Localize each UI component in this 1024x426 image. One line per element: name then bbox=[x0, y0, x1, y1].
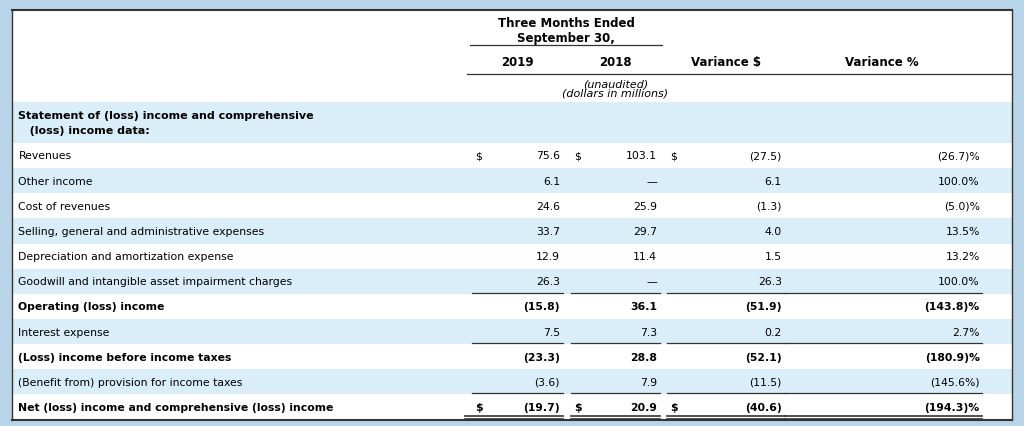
Text: 24.6: 24.6 bbox=[536, 201, 560, 211]
Text: 103.1: 103.1 bbox=[626, 151, 657, 161]
Polygon shape bbox=[12, 103, 1012, 144]
Text: 0.2: 0.2 bbox=[765, 327, 782, 337]
Text: $: $ bbox=[475, 151, 482, 161]
Text: (51.9): (51.9) bbox=[745, 302, 782, 312]
Text: 13.2%: 13.2% bbox=[945, 251, 980, 262]
Text: 4.0: 4.0 bbox=[765, 226, 782, 236]
Text: (19.7): (19.7) bbox=[523, 402, 560, 412]
Text: Other income: Other income bbox=[18, 176, 93, 186]
Polygon shape bbox=[12, 11, 1012, 103]
Text: (Loss) income before income taxes: (Loss) income before income taxes bbox=[18, 352, 231, 362]
Text: 26.3: 26.3 bbox=[536, 276, 560, 287]
Text: (loss) income data:: (loss) income data: bbox=[18, 126, 151, 135]
Polygon shape bbox=[12, 294, 1012, 319]
Polygon shape bbox=[12, 369, 1012, 394]
Text: (27.5): (27.5) bbox=[750, 151, 782, 161]
Polygon shape bbox=[12, 244, 1012, 269]
Text: Revenues: Revenues bbox=[18, 151, 72, 161]
Text: 100.0%: 100.0% bbox=[938, 276, 980, 287]
Text: 7.3: 7.3 bbox=[640, 327, 657, 337]
Text: Statement of (loss) income and comprehensive: Statement of (loss) income and comprehen… bbox=[18, 111, 314, 121]
Polygon shape bbox=[12, 219, 1012, 244]
Text: Three Months Ended: Three Months Ended bbox=[498, 17, 635, 30]
Text: Depreciation and amortization expense: Depreciation and amortization expense bbox=[18, 251, 233, 262]
Text: $: $ bbox=[475, 402, 482, 412]
Text: 11.4: 11.4 bbox=[633, 251, 657, 262]
Text: $: $ bbox=[574, 402, 582, 412]
Text: $: $ bbox=[670, 151, 677, 161]
Polygon shape bbox=[12, 319, 1012, 344]
Text: (194.3)%: (194.3)% bbox=[925, 402, 980, 412]
Text: Cost of revenues: Cost of revenues bbox=[18, 201, 111, 211]
Polygon shape bbox=[12, 269, 1012, 294]
Text: Net (loss) income and comprehensive (loss) income: Net (loss) income and comprehensive (los… bbox=[18, 402, 334, 412]
Text: 13.5%: 13.5% bbox=[945, 226, 980, 236]
Text: 25.9: 25.9 bbox=[633, 201, 657, 211]
Text: Selling, general and administrative expenses: Selling, general and administrative expe… bbox=[18, 226, 264, 236]
Polygon shape bbox=[12, 11, 1012, 420]
Text: 6.1: 6.1 bbox=[543, 176, 560, 186]
Text: 7.9: 7.9 bbox=[640, 377, 657, 387]
Polygon shape bbox=[12, 194, 1012, 219]
Text: 100.0%: 100.0% bbox=[938, 176, 980, 186]
Polygon shape bbox=[12, 344, 1012, 369]
Text: 6.1: 6.1 bbox=[765, 176, 782, 186]
Polygon shape bbox=[12, 144, 1012, 169]
Text: September 30,: September 30, bbox=[517, 32, 614, 45]
Text: —: — bbox=[646, 176, 657, 186]
Text: 7.5: 7.5 bbox=[543, 327, 560, 337]
Text: 12.9: 12.9 bbox=[536, 251, 560, 262]
Text: (Benefit from) provision for income taxes: (Benefit from) provision for income taxe… bbox=[18, 377, 243, 387]
Text: 20.9: 20.9 bbox=[630, 402, 657, 412]
Text: Interest expense: Interest expense bbox=[18, 327, 110, 337]
Text: 1.5: 1.5 bbox=[765, 251, 782, 262]
Text: 29.7: 29.7 bbox=[633, 226, 657, 236]
Text: 2.7%: 2.7% bbox=[952, 327, 980, 337]
Text: 33.7: 33.7 bbox=[536, 226, 560, 236]
Text: (26.7)%: (26.7)% bbox=[937, 151, 980, 161]
Text: (1.3): (1.3) bbox=[757, 201, 782, 211]
Text: (52.1): (52.1) bbox=[745, 352, 782, 362]
Text: $: $ bbox=[670, 402, 678, 412]
Text: (3.6): (3.6) bbox=[535, 377, 560, 387]
Text: Goodwill and intangible asset impairment charges: Goodwill and intangible asset impairment… bbox=[18, 276, 293, 287]
Text: (15.8): (15.8) bbox=[523, 302, 560, 312]
Text: 28.8: 28.8 bbox=[630, 352, 657, 362]
Polygon shape bbox=[12, 169, 1012, 194]
Text: Variance %: Variance % bbox=[845, 56, 919, 69]
Text: (11.5): (11.5) bbox=[750, 377, 782, 387]
Text: 36.1: 36.1 bbox=[630, 302, 657, 312]
Text: (180.9)%: (180.9)% bbox=[925, 352, 980, 362]
Text: 75.6: 75.6 bbox=[536, 151, 560, 161]
Text: (145.6%): (145.6%) bbox=[930, 377, 980, 387]
Text: (unaudited): (unaudited) bbox=[583, 79, 648, 89]
Polygon shape bbox=[12, 394, 1012, 420]
Text: $: $ bbox=[574, 151, 581, 161]
Text: Operating (loss) income: Operating (loss) income bbox=[18, 302, 165, 312]
Text: —: — bbox=[646, 276, 657, 287]
Text: (143.8)%: (143.8)% bbox=[925, 302, 980, 312]
Text: 2019: 2019 bbox=[501, 56, 534, 69]
Text: (23.3): (23.3) bbox=[523, 352, 560, 362]
Text: (dollars in millions): (dollars in millions) bbox=[562, 89, 669, 98]
Text: (5.0)%: (5.0)% bbox=[944, 201, 980, 211]
Text: (40.6): (40.6) bbox=[745, 402, 782, 412]
Text: Variance $: Variance $ bbox=[691, 56, 761, 69]
Text: 26.3: 26.3 bbox=[758, 276, 782, 287]
Text: 2018: 2018 bbox=[599, 56, 632, 69]
